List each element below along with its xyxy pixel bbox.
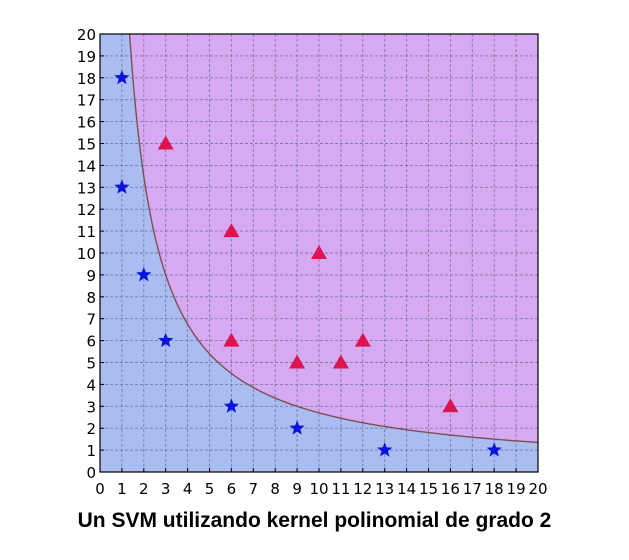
y-tick-label: 13 — [77, 179, 96, 197]
x-tick-label: 10 — [309, 480, 328, 498]
y-tick-label: 1 — [86, 442, 96, 460]
x-tick-label: 1 — [117, 480, 127, 498]
y-tick-label: 17 — [77, 92, 96, 110]
y-tick-label: 5 — [86, 355, 96, 373]
data-point-triangle — [354, 332, 371, 347]
data-point-triangle — [442, 398, 459, 413]
chart-title: Un SVM utilizando kernel polinomial de g… — [77, 509, 552, 532]
data-point-star — [223, 398, 240, 413]
data-point-star — [158, 332, 174, 348]
x-tick-label: 9 — [292, 480, 302, 498]
region-lower — [100, 34, 538, 472]
data-point-triangle — [157, 135, 174, 150]
data-point-star — [114, 179, 130, 194]
y-tick-label: 16 — [77, 114, 96, 132]
x-tick-label: 19 — [507, 480, 526, 498]
x-tick-label: 0 — [95, 480, 105, 498]
y-tick-label: 8 — [86, 289, 96, 307]
x-tick-label: 11 — [331, 480, 350, 498]
data-point-triangle — [223, 223, 240, 238]
y-tick-label: 7 — [86, 311, 96, 329]
x-tick-label: 2 — [139, 480, 149, 498]
y-tick-label: 0 — [86, 464, 96, 482]
decision-boundary — [128, 34, 538, 444]
y-tick-label: 9 — [86, 267, 96, 285]
x-tick-label: 15 — [419, 480, 438, 498]
data-point-triangle — [332, 354, 349, 369]
x-tick-label: 16 — [441, 480, 460, 498]
x-tick-label: 17 — [463, 480, 482, 498]
y-tick-label: 11 — [77, 223, 96, 241]
y-tick-label: 3 — [86, 398, 96, 416]
x-tick-label: 12 — [353, 480, 372, 498]
x-tick-label: 14 — [397, 480, 416, 498]
data-point-star — [136, 266, 152, 282]
x-tick-label: 4 — [183, 480, 193, 498]
y-tick-label: 20 — [77, 26, 96, 44]
y-tick-label: 4 — [86, 376, 96, 394]
data-point-star — [114, 69, 130, 85]
x-tick-label: 20 — [528, 480, 547, 498]
data-point-triangle — [311, 245, 327, 259]
y-tick-label: 12 — [77, 201, 96, 219]
x-tick-label: 7 — [249, 480, 259, 498]
y-tick-label: 18 — [77, 70, 96, 88]
x-tick-label: 18 — [485, 480, 504, 498]
y-tick-label: 10 — [77, 245, 96, 263]
data-point-star — [289, 420, 305, 435]
data-point-triangle — [223, 332, 240, 347]
x-tick-label: 13 — [375, 480, 394, 498]
y-tick-label: 19 — [77, 48, 96, 66]
x-tick-label: 6 — [227, 480, 237, 498]
y-tick-label: 14 — [77, 157, 96, 175]
y-tick-label: 2 — [86, 420, 96, 438]
data-point-star — [377, 442, 393, 457]
data-point-star — [486, 442, 502, 457]
y-tick-label: 15 — [77, 136, 96, 154]
x-tick-label: 5 — [205, 480, 215, 498]
y-tick-label: 6 — [86, 333, 96, 351]
data-point-triangle — [289, 354, 306, 369]
x-tick-label: 8 — [270, 480, 280, 498]
x-tick-label: 3 — [161, 480, 171, 498]
